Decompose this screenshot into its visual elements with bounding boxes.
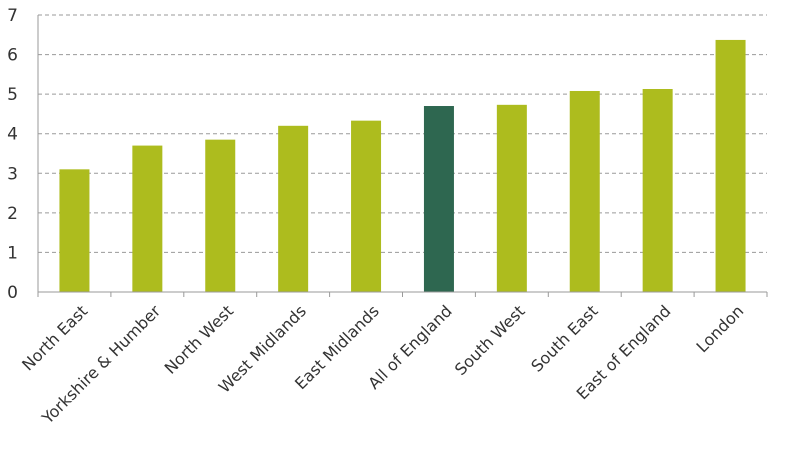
bar xyxy=(132,145,163,292)
y-tick-label: 4 xyxy=(7,125,18,145)
bar xyxy=(642,88,673,293)
bar xyxy=(59,169,90,292)
x-tick-label: London xyxy=(692,301,747,356)
y-tick-label: 6 xyxy=(7,46,18,66)
x-tick-label: South East xyxy=(527,301,601,375)
bar xyxy=(715,39,746,293)
bar xyxy=(423,106,454,292)
y-tick-label: 1 xyxy=(7,243,18,263)
y-tick-labels: 0 1 2 3 4 5 6 7 xyxy=(7,6,18,303)
x-tick-label: North West xyxy=(161,301,237,377)
y-tick-label: 7 xyxy=(7,6,18,26)
y-tick-label: 2 xyxy=(7,204,18,224)
bar xyxy=(496,104,527,292)
bar xyxy=(205,139,236,292)
x-tick-label: South West xyxy=(451,301,529,379)
bars xyxy=(59,39,746,293)
bar xyxy=(569,90,600,292)
axes xyxy=(37,15,768,297)
x-tick-label: North East xyxy=(18,301,91,374)
bar xyxy=(278,125,309,292)
x-tick-label: Yorkshire & Humber xyxy=(37,301,164,428)
y-tick-label: 5 xyxy=(7,85,18,105)
bar xyxy=(351,120,382,292)
y-tick-label: 0 xyxy=(7,283,18,303)
y-tick-label: 3 xyxy=(7,164,18,184)
